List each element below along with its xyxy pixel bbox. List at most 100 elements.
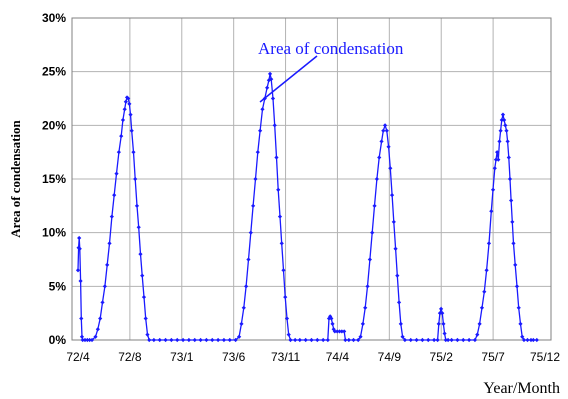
data-point <box>442 331 447 336</box>
data-point <box>78 278 83 284</box>
data-point <box>325 337 330 343</box>
data-point <box>321 337 326 343</box>
data-point <box>114 171 119 176</box>
data-point <box>221 337 227 343</box>
data-point <box>281 268 286 273</box>
data-point <box>251 203 256 208</box>
data-point <box>525 337 530 343</box>
data-point <box>227 337 232 343</box>
y-axis-label: Area of condensation <box>8 119 23 237</box>
data-point <box>498 128 503 133</box>
data-point <box>112 193 117 198</box>
data-point <box>119 133 124 139</box>
data-point <box>239 321 244 326</box>
data-point <box>339 329 344 334</box>
data-point <box>377 155 382 160</box>
data-point <box>204 337 209 343</box>
data-point <box>267 71 273 76</box>
data-point <box>151 337 156 343</box>
data-point <box>175 337 180 343</box>
data-point <box>472 337 478 343</box>
data-point <box>489 209 494 214</box>
data-point <box>507 176 513 182</box>
data-point <box>342 329 347 334</box>
y-tick-label: 5% <box>49 279 67 293</box>
data-point <box>467 337 472 343</box>
data-point <box>400 334 405 339</box>
data-point <box>82 337 88 343</box>
data-point <box>253 176 258 182</box>
data-point <box>531 337 536 343</box>
data-point <box>75 268 81 273</box>
data-point <box>122 107 127 112</box>
x-tick-label: 74/9 <box>378 350 402 364</box>
data-point <box>309 337 314 343</box>
data-point <box>85 337 90 343</box>
data-point <box>248 230 253 235</box>
data-point <box>479 305 485 310</box>
data-point <box>509 198 514 203</box>
data-point <box>395 273 400 278</box>
data-point <box>511 241 516 246</box>
x-tick-label: 75/12 <box>530 350 560 364</box>
data-point <box>389 193 395 198</box>
x-tick-label: 75/7 <box>481 350 505 364</box>
data-point <box>431 337 437 343</box>
data-point <box>365 284 370 289</box>
data-point <box>514 284 520 289</box>
data-point <box>107 241 112 246</box>
data-point <box>496 157 501 162</box>
data-point <box>497 139 502 144</box>
x-tick-label: 74/4 <box>326 350 350 364</box>
data-point <box>335 329 340 334</box>
data-point <box>95 327 100 332</box>
data-point <box>443 337 448 343</box>
data-point <box>492 166 497 171</box>
data-point <box>437 311 443 316</box>
data-point <box>192 337 197 343</box>
data-point <box>98 316 103 321</box>
x-tick-label: 72/4 <box>66 350 90 364</box>
data-point <box>269 77 274 82</box>
data-point <box>246 257 251 262</box>
data-point <box>393 246 398 251</box>
data-point <box>169 337 174 343</box>
data-point <box>283 294 288 300</box>
data-point <box>260 107 265 112</box>
data-point <box>272 123 277 128</box>
data-point <box>528 337 534 343</box>
data-point <box>367 257 372 262</box>
data-point <box>356 337 361 343</box>
data-point <box>286 332 291 337</box>
data-point <box>277 214 283 219</box>
data-point <box>303 337 308 343</box>
y-tick-label: 30% <box>42 11 66 25</box>
data-point <box>343 337 348 343</box>
data-point <box>216 337 221 343</box>
data-point <box>297 337 302 343</box>
data-point <box>288 337 293 343</box>
data-point <box>133 176 138 182</box>
data-point <box>270 96 276 101</box>
data-point <box>505 139 510 144</box>
series-layer <box>75 71 539 343</box>
data-point <box>127 101 132 106</box>
x-tick-label: 75/2 <box>430 350 454 364</box>
data-point <box>351 337 356 343</box>
x-tick-label: 73/6 <box>222 350 246 364</box>
data-point <box>123 99 128 104</box>
data-point <box>358 334 363 339</box>
data-point <box>520 334 525 339</box>
data-point <box>516 305 521 310</box>
data-point <box>441 321 446 326</box>
data-point <box>475 332 480 337</box>
data-point <box>408 337 413 343</box>
data-point <box>346 337 351 343</box>
data-point <box>131 150 136 155</box>
data-point <box>402 337 407 343</box>
data-point <box>244 284 249 289</box>
data-point <box>381 128 386 133</box>
data-point <box>145 332 150 337</box>
data-point <box>140 273 145 278</box>
